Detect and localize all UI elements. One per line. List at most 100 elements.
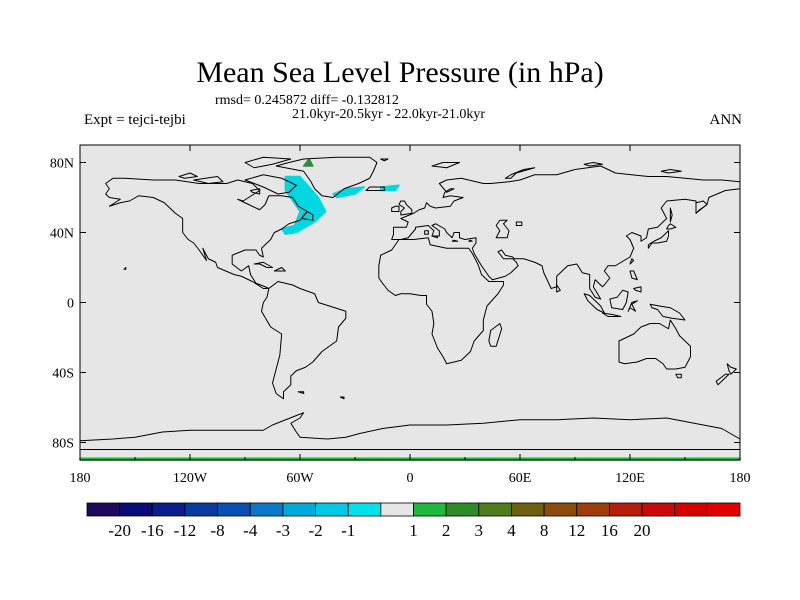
colorbar-swatch — [609, 502, 643, 517]
coastline-sardinia — [424, 230, 429, 235]
coastline-north-america — [105, 177, 308, 289]
coastline-novaya-zemlya — [504, 167, 536, 179]
coastline-java — [602, 312, 622, 317]
coastline-new-zealand-north — [726, 363, 737, 375]
colorbar-swatch — [413, 502, 447, 517]
colorbar-label: -20 — [108, 521, 131, 540]
colorbar-swatch — [641, 502, 676, 517]
coastline-hokkaido — [666, 223, 677, 230]
colorbar-label: 12 — [568, 521, 585, 540]
coastline-sicily — [431, 235, 438, 239]
coastline-taiwan — [629, 258, 635, 265]
experiment-label: Expt = tejci-tejbi — [84, 112, 186, 128]
coastline-crete — [451, 239, 459, 242]
diff-value: -0.132812 — [341, 93, 399, 108]
rmsd-value: 0.245872 — [254, 93, 307, 108]
coastline-cuba — [253, 261, 273, 268]
colorbar-swatch — [86, 502, 121, 517]
coastline-baffin-island — [244, 174, 297, 195]
lon-tick-label: 60E — [509, 471, 532, 486]
colorbar-label: 1 — [409, 521, 418, 540]
coastline-greenland — [275, 156, 378, 198]
colorbar-swatch — [576, 502, 610, 517]
coastline-new-siberian-islands — [660, 169, 682, 174]
coastline-new-zealand-south — [715, 373, 730, 386]
diff-label: diff= — [310, 93, 339, 108]
colorbar-label: -2 — [308, 521, 322, 540]
coastline-sakhalin — [669, 207, 673, 223]
colorbar-label: -1 — [341, 521, 355, 540]
lat-tick-label: 0 — [67, 297, 74, 312]
coastline-australia — [618, 319, 691, 370]
colorbar-label: 8 — [540, 521, 549, 540]
coastline-south-georgia — [339, 396, 345, 400]
colorbar-swatch — [445, 502, 480, 517]
coastline-kamchatka-detail — [695, 200, 708, 214]
coastline-madagascar — [488, 323, 503, 347]
coastline-greenland-offshore-patch — [380, 158, 389, 162]
coastline-ellesmere-island — [244, 156, 292, 169]
lat-tick-label: 80S — [52, 437, 74, 452]
coastline-caspian-sea — [495, 219, 510, 239]
anomaly-baffin-green-patch — [302, 158, 314, 167]
colorbar: -20 -16 -12 -8 -4 -3 -2 -1 1 2 3 4 8 12 16 20 — [86, 502, 741, 540]
colorbar-label: 4 — [507, 521, 516, 540]
lon-tick-label: 180 — [70, 471, 91, 486]
colorbar-label: -12 — [174, 521, 197, 540]
coastline-svalbard — [431, 162, 460, 169]
lat-tick-label: 80N — [50, 157, 74, 172]
coastline-africa — [378, 237, 504, 365]
colorbar-swatch — [315, 502, 349, 517]
colorbar-label: 20 — [634, 521, 651, 540]
colorbar-label: -16 — [141, 521, 164, 540]
colorbar-label: -4 — [243, 521, 258, 540]
coastline-aral-sea — [515, 221, 523, 226]
coastline-ireland — [391, 205, 400, 212]
coastline-falklands — [297, 391, 305, 394]
colorbar-swatch — [184, 502, 218, 517]
coastline-sulawesi — [627, 300, 638, 312]
coastline-southampton-island — [250, 188, 261, 195]
lon-tick-label: 120W — [173, 471, 208, 486]
stats-line: rmsd= 0.245872 diff= -0.132812 — [215, 93, 399, 109]
coastline-luzon — [629, 270, 638, 281]
coastline-antarctica — [79, 412, 741, 450]
map-background — [80, 145, 740, 460]
coastline-sri-lanka — [556, 284, 561, 293]
coastline-mindanao — [633, 286, 642, 293]
coastline-iceland — [365, 186, 385, 191]
page-title: Mean Sea Level Pressure (in hPa) — [196, 56, 604, 89]
coastline-hispaniola — [273, 267, 286, 272]
map-plot-area: 180 120W 60W 0 60E 120E 180 80N 40N 0 40S 80S — [50, 144, 751, 486]
colorbar-swatch — [249, 502, 284, 517]
coastline-hawaii — [123, 267, 127, 270]
coastline-victoria-island — [193, 176, 224, 184]
rmsd-label: rmsd= — [215, 93, 251, 108]
lon-tick-label: 0 — [407, 471, 414, 486]
coastline-cyprus — [468, 239, 473, 242]
coastline-banks-island — [178, 172, 198, 179]
period-label: 21.0kyr-20.5kyr - 22.0kyr-21.0kyr — [292, 107, 486, 122]
colorbar-swatch — [282, 502, 316, 517]
coastline-newfoundland — [301, 211, 314, 221]
anomaly-labrador-sea — [280, 175, 327, 235]
colorbar-swatch — [380, 502, 414, 517]
lon-tick-label: 60W — [286, 471, 314, 486]
colorbar-swatch — [151, 502, 186, 517]
season-label: ANN — [709, 112, 743, 128]
colorbar-swatch — [706, 502, 741, 517]
colorbar-label: 16 — [601, 521, 618, 540]
coastline-new-guinea — [649, 303, 686, 321]
colorbar-swatch — [674, 502, 708, 517]
lon-tick-label: 120E — [615, 471, 645, 486]
colorbar-swatch — [347, 502, 382, 517]
anomaly-iceland-norwegian-sea — [379, 184, 400, 192]
coastline-japan — [647, 230, 669, 249]
colorbar-label: -3 — [276, 521, 290, 540]
coastline-eurasia — [391, 165, 741, 300]
coastline-great-britain — [398, 200, 413, 216]
colorbar-swatch — [119, 502, 153, 517]
lat-tick-label: 40N — [50, 227, 74, 242]
colorbar-label: -8 — [211, 521, 225, 540]
